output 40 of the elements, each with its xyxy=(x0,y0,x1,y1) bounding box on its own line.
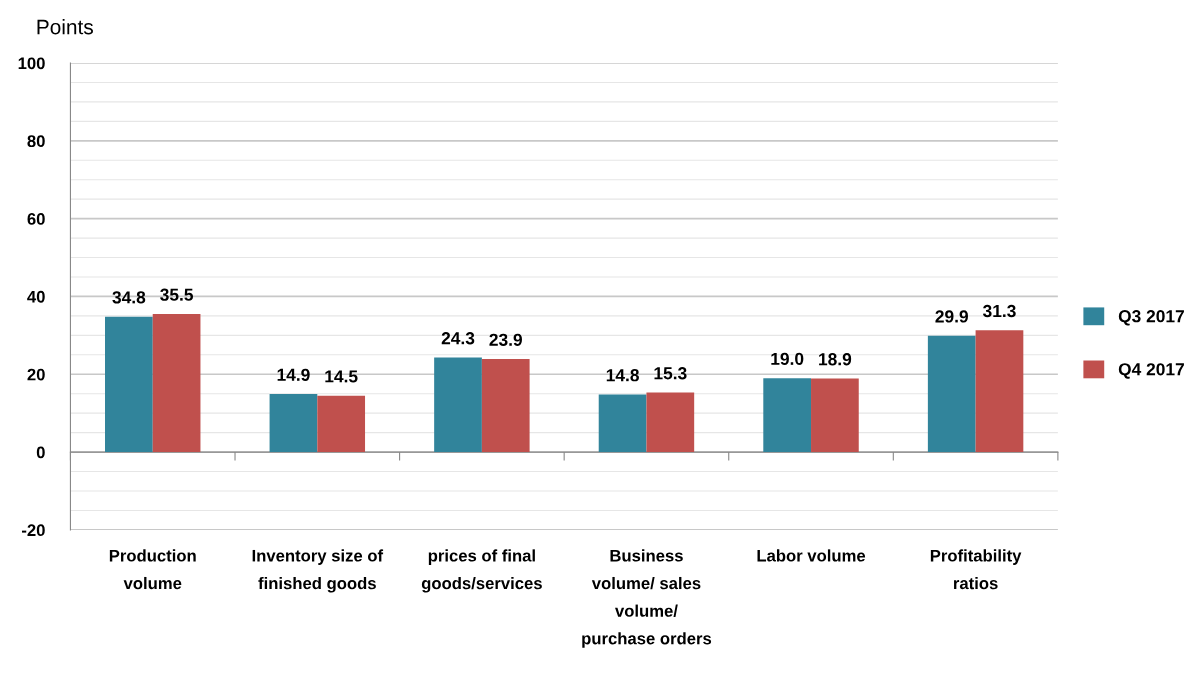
x-tick-label: Profitability ratios xyxy=(930,549,1022,590)
data-label: 15.3 xyxy=(654,367,687,380)
data-label: 18.9 xyxy=(819,353,852,366)
bar xyxy=(763,378,812,453)
y-tick-label: 0 xyxy=(36,446,45,459)
bar xyxy=(152,313,201,453)
x-tick-label: Business volume/ sales volume/ purchase orders xyxy=(582,549,712,648)
x-tick-label: Inventory size of finished goods xyxy=(252,549,384,593)
data-label: 24.3 xyxy=(441,332,475,345)
bar xyxy=(105,316,153,453)
data-label: 14.8 xyxy=(606,369,639,382)
bar xyxy=(646,392,695,453)
y-axis-title: Points xyxy=(37,19,93,35)
y-tick-label: 20 xyxy=(27,368,45,381)
data-label: 19.0 xyxy=(771,352,804,365)
legend-label: Q4 2017 xyxy=(1118,363,1184,379)
data-label: 34.8 xyxy=(112,291,146,304)
bar xyxy=(481,359,530,453)
data-label: 23.9 xyxy=(489,333,522,346)
bar xyxy=(811,378,859,453)
y-tick-label: -20 xyxy=(22,524,45,537)
x-tick-label: Labor volume xyxy=(757,549,866,562)
data-label: 35.5 xyxy=(160,288,194,301)
data-label: 14.5 xyxy=(325,370,358,383)
bar xyxy=(975,330,1024,453)
legend-label: Q3 2017 xyxy=(1118,310,1184,326)
x-tick-label: prices of final goods/services xyxy=(421,549,542,593)
x-tick-label: Production volume xyxy=(109,549,196,590)
bar xyxy=(598,394,647,453)
bar xyxy=(927,335,976,453)
bar xyxy=(434,357,482,453)
y-tick-label: 100 xyxy=(18,57,45,70)
y-tick-label: 40 xyxy=(27,290,45,303)
bar xyxy=(269,394,318,453)
y-tick-label: 60 xyxy=(27,213,45,225)
bar xyxy=(317,395,366,453)
data-label: 14.9 xyxy=(277,368,310,381)
data-label: 31.3 xyxy=(982,304,1016,318)
data-label: 29.9 xyxy=(935,310,968,323)
y-tick-label: 80 xyxy=(27,135,45,148)
